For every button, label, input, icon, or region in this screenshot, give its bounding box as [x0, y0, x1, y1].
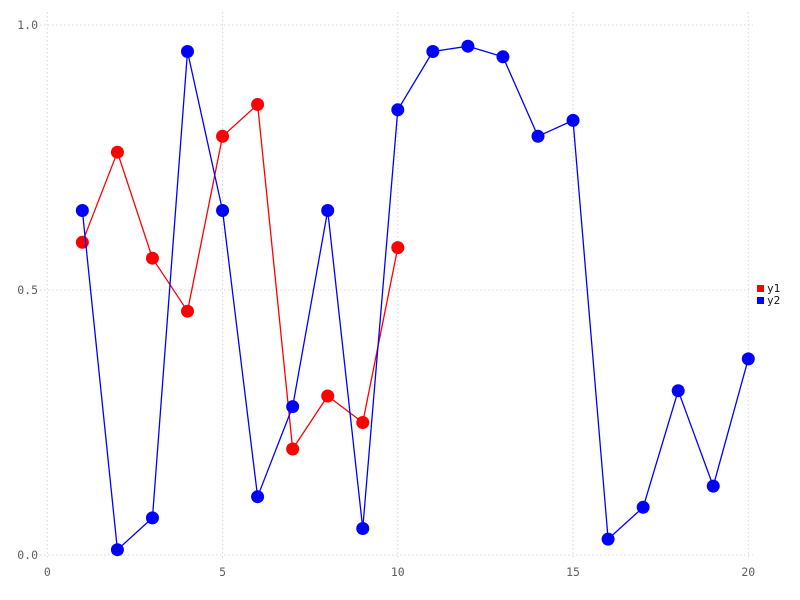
- data-point-y2: [110, 543, 124, 557]
- data-point-y2: [671, 384, 685, 398]
- legend-label-y1: y1: [767, 282, 781, 295]
- data-point-y2: [636, 500, 650, 514]
- data-point-y1: [286, 442, 300, 456]
- data-point-y2: [391, 103, 405, 117]
- data-point-y1: [321, 389, 335, 403]
- data-point-y2: [286, 400, 300, 414]
- data-point-y2: [706, 479, 720, 493]
- series-line-y2: [81, 45, 749, 551]
- x-tick-label: 20: [741, 565, 755, 579]
- data-point-y1: [110, 145, 124, 159]
- legend: y1 y2: [757, 283, 780, 306]
- data-point-y1: [145, 251, 159, 265]
- data-point-y1: [181, 304, 194, 318]
- legend-item-y2: y2: [757, 295, 780, 306]
- data-point-y2: [741, 352, 755, 366]
- data-point-y2: [531, 129, 545, 143]
- y-tick-label: 1.0: [17, 18, 38, 32]
- data-point-y1: [356, 416, 370, 429]
- data-point-y1: [75, 235, 89, 249]
- legend-label-y2: y2: [767, 294, 781, 307]
- series-line-y1: [81, 103, 399, 450]
- legend-item-y1: y1: [757, 283, 780, 294]
- data-point-y2: [426, 45, 440, 58]
- data-point-y2: [496, 50, 510, 64]
- data-point-y1: [251, 98, 265, 111]
- y-tick-label: 0.5: [17, 283, 38, 297]
- data-point-y2: [601, 532, 615, 546]
- data-point-y2: [566, 113, 580, 127]
- data-point-y2: [75, 204, 89, 217]
- y-tick-label: 0.0: [17, 548, 38, 562]
- data-point-y2: [356, 522, 370, 535]
- data-point-y2: [145, 511, 159, 525]
- data-point-y1: [391, 241, 405, 255]
- data-point-y2: [321, 204, 335, 217]
- x-tick-label: 15: [566, 565, 580, 579]
- x-tick-label: 5: [219, 565, 226, 579]
- legend-swatch-y2: [757, 297, 764, 304]
- x-tick-label: 0: [44, 565, 51, 579]
- data-point-y2: [461, 39, 475, 53]
- data-point-y2: [181, 45, 194, 58]
- data-point-y2: [251, 490, 265, 504]
- data-point-y2: [216, 204, 230, 217]
- legend-swatch-y1: [757, 285, 764, 292]
- data-point-y1: [216, 129, 230, 143]
- x-tick-label: 10: [391, 565, 405, 579]
